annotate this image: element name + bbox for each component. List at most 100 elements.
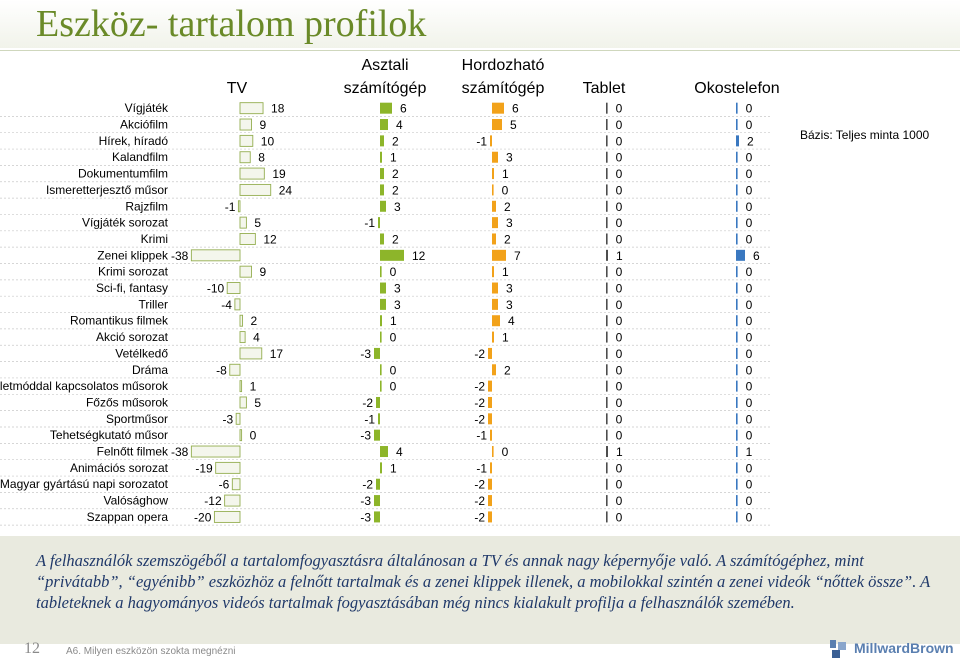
category-label: Rajzfilm [125,199,168,213]
data-label: 0 [746,429,753,443]
data-label: 0 [390,265,397,279]
data-label: 0 [746,494,753,508]
bar [606,151,608,163]
data-label: -3 [222,412,233,426]
base-note: Bázis: Teljes minta 1000 [800,128,930,142]
bar [492,331,494,343]
category-label: Krimi [141,232,168,246]
data-label: 5 [254,216,261,230]
bar [380,331,382,343]
data-label: -3 [360,429,371,443]
bar [736,380,738,392]
bar [736,364,738,376]
data-label: 8 [258,151,265,165]
bar [380,315,382,327]
bar [239,429,243,442]
data-label: 0 [746,412,753,426]
category-label: Sci-fi, fantasy [96,281,168,295]
data-label: -4 [221,298,232,312]
bar [736,495,738,507]
data-label: 5 [254,396,261,410]
data-label: -1 [225,200,236,214]
data-label: 0 [250,429,257,443]
data-label: 3 [394,200,401,214]
bar [231,478,241,491]
data-label: 1 [390,151,397,165]
data-label: 9 [260,118,267,132]
data-label: 1 [502,265,509,279]
data-label: 1 [502,331,509,345]
bar [374,429,380,441]
data-label: 3 [394,298,401,312]
data-label: 0 [746,363,753,377]
data-label: -20 [194,510,212,524]
data-label: 0 [616,314,623,328]
bar [234,298,241,311]
bar [380,380,382,392]
data-label: -1 [364,216,375,230]
data-label: 0 [746,510,753,524]
data-label: 0 [616,429,623,443]
bar [374,495,380,507]
data-label: 0 [502,445,509,459]
data-label: 6 [400,102,407,116]
bar [239,314,244,327]
data-label: 2 [504,363,511,377]
bar [492,282,498,294]
bar [215,461,241,474]
data-label: 0 [616,102,623,116]
data-label: 7 [514,249,521,263]
bar [492,184,494,196]
bar [492,102,504,114]
bar [736,249,745,261]
data-label: 0 [616,396,623,410]
bar [239,216,247,229]
bar [736,151,738,163]
data-label: 3 [394,282,401,296]
data-label: 2 [747,134,754,148]
bar [606,396,608,408]
bar [224,494,241,507]
data-label: 2 [392,167,399,181]
data-label: 0 [746,118,753,132]
logo-text: MillwardBrown [854,640,954,656]
bar [736,298,738,310]
bar [488,478,492,490]
bar [492,315,500,327]
data-label: 1 [746,445,753,459]
footer [0,644,960,669]
bar [606,200,608,212]
data-label: 12 [412,249,426,263]
bar [606,331,608,343]
data-label: 0 [616,478,623,492]
data-label: -3 [360,347,371,361]
bar [488,396,492,408]
bar [606,217,608,229]
bar [239,118,252,131]
bar [492,119,502,131]
data-label: 0 [746,461,753,475]
data-label: -1 [476,461,487,475]
data-label: -38 [171,445,189,459]
data-label: 0 [502,183,509,197]
bar [736,282,738,294]
bar [239,134,254,147]
data-label: -2 [362,396,373,410]
bar [736,200,738,212]
category-label: Animációs sorozat [70,461,169,475]
bar [606,380,608,392]
category-label: Romantikus filmek [70,314,169,328]
data-label: 0 [746,232,753,246]
bar [229,363,241,376]
bar [490,135,492,147]
bar [606,446,608,458]
data-label: 0 [616,347,623,361]
data-label: -2 [474,347,485,361]
data-label: 2 [251,314,258,328]
bar [488,347,492,359]
category-label: Zenei klippek [97,248,169,262]
data-label: 4 [396,118,403,132]
category-label: Tehetségkutató műsor [50,428,168,442]
bar [190,445,241,458]
category-label: Kalandfilm [112,150,168,164]
